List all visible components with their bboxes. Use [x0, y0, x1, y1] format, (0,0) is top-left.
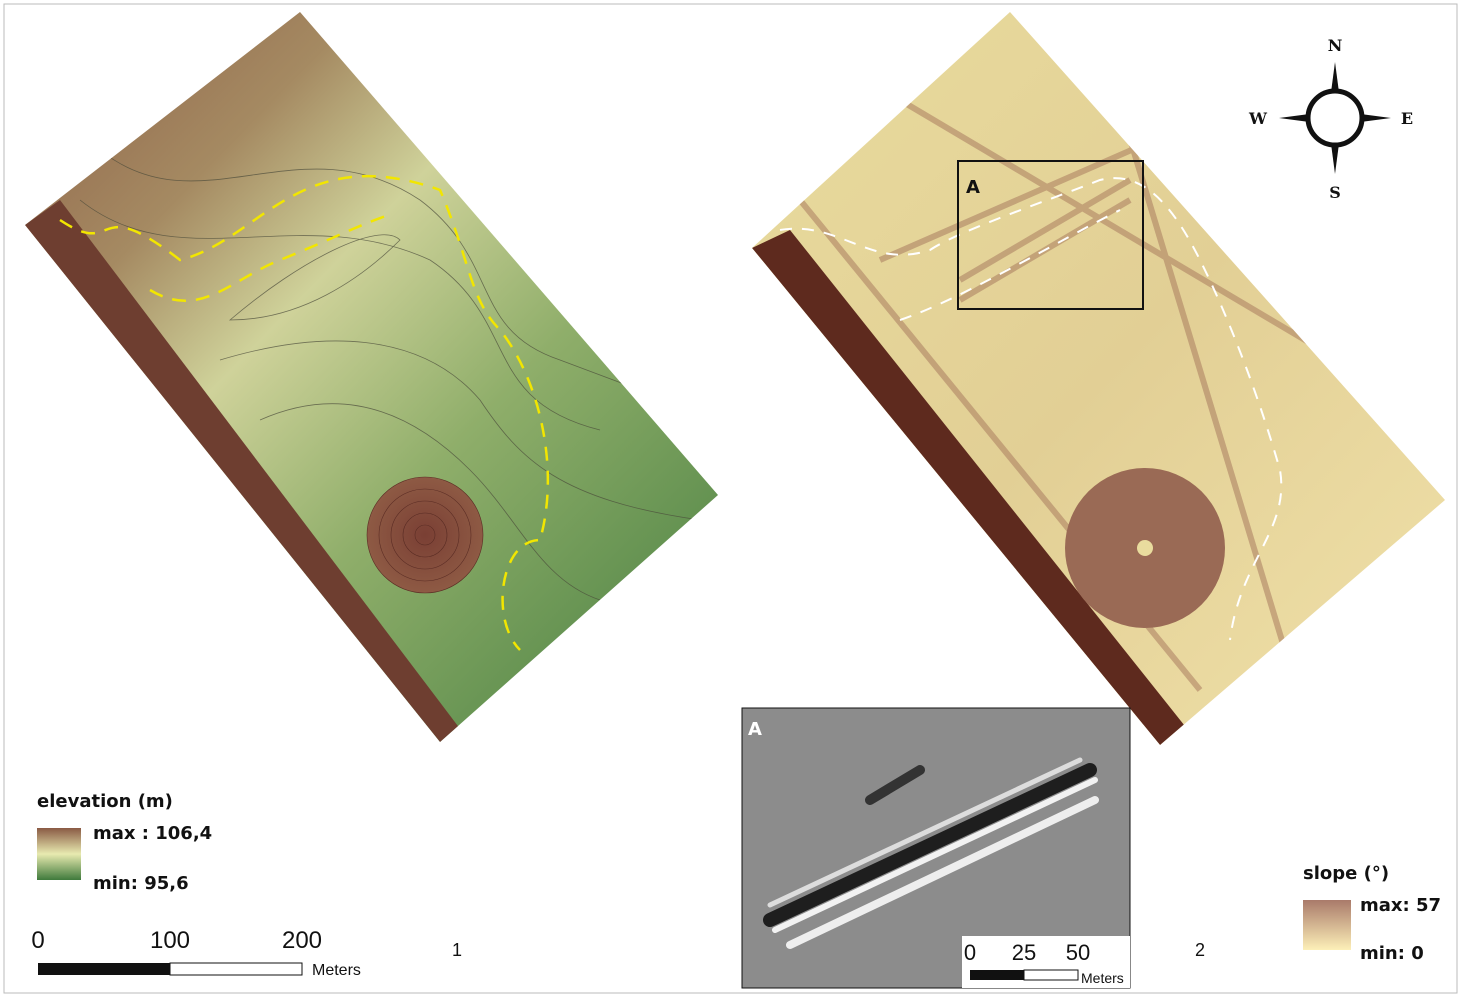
scale-tick: 200	[282, 927, 322, 954]
legend-title: slope (°)	[1303, 863, 1389, 884]
scale-segment	[170, 963, 302, 975]
legend-ramp	[37, 828, 81, 880]
scale-segment	[1024, 970, 1078, 980]
scale-unit: Meters	[1081, 970, 1124, 986]
compass-n: N	[1328, 36, 1343, 55]
compass-e: E	[1401, 109, 1413, 128]
legend-ramp	[1303, 900, 1351, 950]
box-label: A	[966, 177, 980, 198]
scale-unit: Meters	[312, 962, 361, 979]
legend-max: max: 57	[1360, 895, 1441, 916]
scale-segment	[970, 970, 1024, 980]
panel-number: 1	[452, 940, 462, 960]
scale-segment	[38, 963, 170, 975]
scale-tick: 100	[150, 927, 190, 954]
inset: A 0 25 50 Meters	[742, 708, 1130, 988]
compass-w: W	[1248, 109, 1268, 128]
legend-title: elevation (m)	[37, 791, 173, 812]
scale-tick: 0	[964, 940, 976, 965]
compass-s: S	[1329, 183, 1341, 202]
panel-number: 2	[1195, 940, 1205, 960]
scale-tick: 0	[31, 927, 44, 954]
legend-min: min: 0	[1360, 943, 1424, 964]
figure: A N S E W A 0 25 50 Meters elevation (m)…	[0, 0, 1462, 997]
compass: N S E W	[1248, 36, 1413, 202]
mound-contours	[367, 477, 483, 593]
scale-tick: 25	[1012, 940, 1036, 965]
scale-tick: 50	[1066, 940, 1090, 965]
legend-max: max : 106,4	[93, 823, 212, 844]
inset-label: A	[748, 719, 762, 740]
legend-min: min: 95,6	[93, 873, 189, 894]
elevation-map	[0, 0, 740, 760]
mound-top	[1137, 540, 1153, 556]
